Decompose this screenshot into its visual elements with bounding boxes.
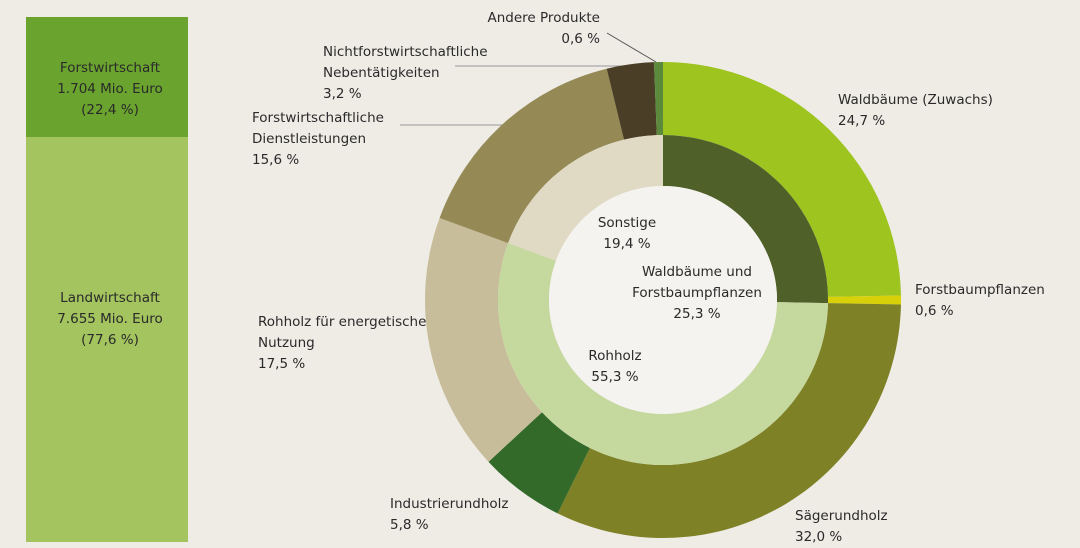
donut-slice xyxy=(498,243,828,466)
donut-slice xyxy=(488,412,590,514)
bar-segment xyxy=(26,17,188,137)
slice-label: Sonstige 19,4 % xyxy=(567,213,687,255)
donut-slice xyxy=(557,303,901,539)
label-line: Forstbaumpflanzen xyxy=(915,282,1045,298)
label-line: 24,7 % xyxy=(838,113,886,129)
label-line: 1.704 Mio. Euro xyxy=(57,81,163,97)
slice-label: Waldbäume und Forstbaumpflanzen 25,3 % xyxy=(607,262,787,325)
slice-label: Andere Produkte 0,6 % xyxy=(420,8,600,50)
label-line: 5,8 % xyxy=(390,517,429,533)
donut-slice xyxy=(654,62,663,136)
label-line: Rohholz für energetische Nutzung xyxy=(258,314,427,351)
leader-line xyxy=(606,32,657,63)
slice-label: Waldbäume (Zuwachs) 24,7 % xyxy=(838,90,1038,132)
label-line: 0,6 % xyxy=(561,31,600,47)
bar-segment xyxy=(26,137,188,542)
slice-label: Rohholz für energetische Nutzung 17,5 % xyxy=(258,312,428,375)
label-line: Forstwirtschaft xyxy=(59,60,161,76)
label-line: 55,3 % xyxy=(591,369,639,385)
label-line: 32,0 % xyxy=(795,529,843,545)
slice-label: Forstbaumpflanzen 0,6 % xyxy=(915,280,1075,322)
slice-label: Rohholz 55,3 % xyxy=(555,346,675,388)
label-line: Sonstige xyxy=(597,215,657,231)
label-line: (77,6 %) xyxy=(81,332,139,348)
label-line: Sägerundholz xyxy=(795,508,888,524)
label-line: 3,2 % xyxy=(323,86,362,102)
donut-slice xyxy=(663,135,829,304)
slice-label: Nichtforstwirtschaftliche Nebentätigkeit… xyxy=(323,42,523,105)
slice-label: Sägerundholz 32,0 % xyxy=(795,506,995,548)
label-line: 7.655 Mio. Euro xyxy=(57,311,163,327)
label-line: Nichtforstwirtschaftliche Nebentätigkeit… xyxy=(323,44,488,81)
donut-slice xyxy=(439,68,624,244)
label-line: Forstwirtschaftliche Dienstleistungen xyxy=(252,110,384,147)
slice-label: Industrierundholz 5,8 % xyxy=(390,494,590,536)
label-line: Rohholz xyxy=(588,348,642,364)
label-line: Waldbäume und Forstbaumpflanzen xyxy=(632,264,762,301)
segment-label: Forstwirtschaft 1.704 Mio. Euro (22,4 %) xyxy=(26,58,194,121)
label-line: Waldbäume (Zuwachs) xyxy=(838,92,993,108)
donut-hole xyxy=(549,186,777,414)
label-line: 17,5 % xyxy=(258,356,306,372)
donut-slice xyxy=(663,62,901,297)
segment-label: Landwirtschaft 7.655 Mio. Euro (77,6 %) xyxy=(26,288,194,351)
label-line: Industrierundholz xyxy=(390,496,509,512)
label-line: Landwirtschaft xyxy=(60,290,160,306)
donut-slice xyxy=(827,295,901,305)
label-line: 25,3 % xyxy=(673,306,721,322)
label-line: Andere Produkte xyxy=(487,10,600,26)
donut-slice xyxy=(606,62,657,140)
label-line: (22,4 %) xyxy=(81,102,139,118)
donut-slice xyxy=(424,217,543,462)
label-line: 0,6 % xyxy=(915,303,954,319)
slice-label: Forstwirtschaftliche Dienstleistungen 15,… xyxy=(252,108,422,171)
donut-slice xyxy=(508,135,663,261)
label-line: 15,6 % xyxy=(252,152,300,168)
label-line: 19,4 % xyxy=(603,236,651,252)
